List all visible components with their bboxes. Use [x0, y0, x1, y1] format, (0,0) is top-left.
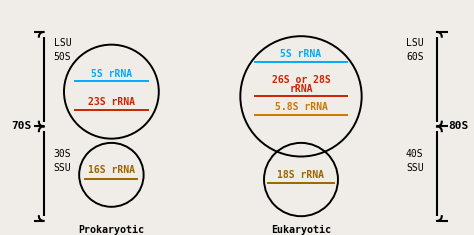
Text: 5S rRNA: 5S rRNA [281, 49, 321, 59]
Text: SSU: SSU [54, 163, 72, 173]
Text: 5.8S rRNA: 5.8S rRNA [274, 102, 328, 112]
Text: 70S: 70S [11, 121, 31, 131]
Text: 30S: 30S [54, 149, 72, 159]
Text: 80S: 80S [449, 121, 469, 131]
Text: SSU: SSU [406, 163, 424, 173]
Text: 16S rRNA: 16S rRNA [88, 165, 135, 175]
Text: 40S: 40S [406, 149, 424, 159]
Text: 5S rRNA: 5S rRNA [91, 69, 132, 79]
Text: 50S: 50S [54, 52, 72, 62]
Text: 18S rRNA: 18S rRNA [277, 170, 325, 180]
Text: rRNA: rRNA [289, 84, 313, 94]
Text: Prokaryotic
Ribosome: Prokaryotic Ribosome [78, 225, 145, 235]
Text: 60S: 60S [406, 52, 424, 62]
Text: LSU: LSU [406, 38, 424, 48]
Text: LSU: LSU [54, 38, 72, 48]
Text: Eukaryotic
Ribosome: Eukaryotic Ribosome [271, 225, 331, 235]
Text: 26S or 28S: 26S or 28S [272, 75, 330, 85]
Text: 23S rRNA: 23S rRNA [88, 98, 135, 107]
